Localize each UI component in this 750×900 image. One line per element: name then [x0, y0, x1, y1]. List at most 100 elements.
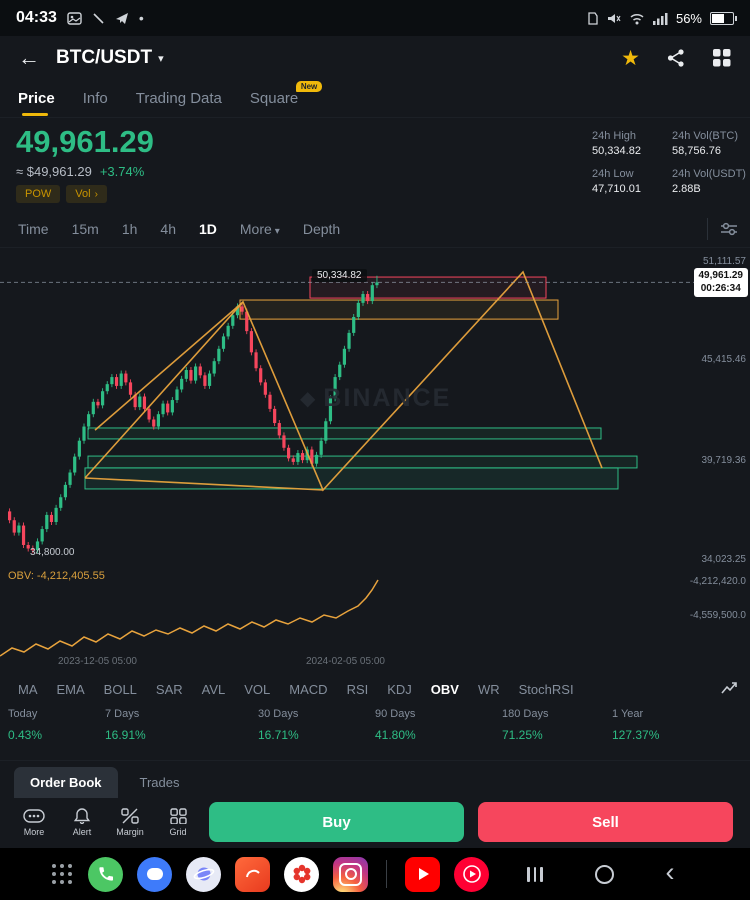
- symbol-title[interactable]: BTC/USDT: [56, 47, 153, 68]
- last-price: 49,961.29: [16, 124, 154, 159]
- signal-bars-icon: [652, 12, 668, 25]
- share-icon[interactable]: [666, 48, 686, 68]
- stat-24h-high: 24h High 50,334.82: [592, 130, 641, 157]
- tab-order-book[interactable]: Order Book: [14, 767, 118, 798]
- orange-app-icon[interactable]: [235, 856, 270, 892]
- browser-app-icon[interactable]: [186, 856, 221, 892]
- home-nav-button[interactable]: [594, 864, 614, 884]
- interval-more[interactable]: More ▾: [239, 220, 280, 237]
- perf-180d: 180 Days 71.25%: [502, 708, 549, 742]
- back-button[interactable]: ←: [18, 45, 40, 70]
- time-axis-label: 2023-12-05 05:00: [58, 656, 137, 667]
- indicator-stochrsi[interactable]: StochRSI: [518, 681, 574, 697]
- buy-button[interactable]: Buy: [209, 802, 464, 842]
- orderbook-tabs: Order Book Trades: [0, 764, 750, 798]
- indicator-vol[interactable]: VOL: [244, 681, 271, 697]
- chart-settings-icon[interactable]: [707, 218, 738, 240]
- screenshot-icon: [67, 11, 82, 25]
- obv-pane[interactable]: OBV: -4,212,405.55 -4,212,420.0 -4,559,5…: [0, 568, 750, 672]
- y-axis-label: 34,023.25: [701, 554, 747, 565]
- action-bar: More Alert Margin Grid Buy Sell: [0, 796, 750, 848]
- interval-4h[interactable]: 4h: [160, 220, 176, 237]
- sell-button[interactable]: Sell: [478, 802, 733, 842]
- performance-row: Today 0.43% 7 Days 16.91% 30 Days 16.71% 90…: [0, 708, 750, 758]
- indicator-sar[interactable]: SAR: [155, 681, 183, 697]
- android-dock: ‹: [0, 848, 750, 900]
- binance-watermark: ◆ BINANCE: [300, 384, 452, 412]
- more-dots-icon: [23, 808, 45, 823]
- indicator-avl[interactable]: AVL: [201, 681, 226, 697]
- fiat-price: ≈ $49,961.29 +3.74%: [16, 164, 145, 179]
- alert-button[interactable]: Alert: [60, 807, 104, 837]
- indicator-obv[interactable]: OBV: [430, 681, 459, 697]
- time-axis-label: 2024-02-05 05:00: [306, 656, 385, 667]
- y-axis-label: 39,719.36: [701, 455, 747, 466]
- back-nav-button[interactable]: ‹: [665, 856, 675, 887]
- battery-icon: [710, 11, 737, 25]
- y-axis-label: 51,111.57: [702, 256, 746, 267]
- pow-tag[interactable]: POW: [16, 185, 61, 203]
- price-section: 49,961.29 ≈ $49,961.29 +3.74% POW Vol › 24…: [0, 118, 750, 210]
- youtube-app-icon[interactable]: [405, 856, 440, 892]
- perf-7d: 7 Days 16.91%: [105, 708, 146, 742]
- slash-notification-icon: [93, 12, 104, 24]
- instagram-app-icon[interactable]: [333, 856, 368, 892]
- ticker-stats: 24h High 50,334.82 24h Vol(BTC) 58,756.76 …: [592, 130, 746, 201]
- tab-trading-data[interactable]: Trading Data: [135, 90, 222, 107]
- gallery-app-icon[interactable]: [284, 856, 319, 892]
- interval-1h[interactable]: 1h: [121, 220, 138, 237]
- vol-tag[interactable]: Vol ›: [66, 185, 107, 203]
- interval-1d[interactable]: 1D: [198, 220, 217, 237]
- fullscreen-chart-icon[interactable]: [721, 681, 738, 701]
- grid-layout-icon[interactable]: [712, 48, 732, 68]
- recents-nav-button[interactable]: [527, 866, 543, 882]
- depth-toggle[interactable]: Depth: [302, 220, 341, 237]
- obv-canvas: [0, 579, 379, 657]
- mute-icon: [607, 13, 621, 23]
- indicator-bar: MA EMA BOLL SAR AVL VOL MACD RSI KDJ OBV…: [0, 672, 750, 706]
- favorite-star-icon[interactable]: ★: [621, 46, 640, 70]
- indicator-kdj[interactable]: KDJ: [387, 681, 412, 697]
- symbol-dropdown-icon[interactable]: ▾: [158, 52, 164, 65]
- stat-24h-low: 24h Low 47,710.01: [592, 168, 641, 195]
- tab-trades[interactable]: Trades: [139, 775, 180, 790]
- clock: 04:33: [16, 9, 57, 26]
- indicator-boll[interactable]: BOLL: [103, 681, 137, 697]
- dot-notification-icon: •: [138, 10, 144, 26]
- candlestick-chart[interactable]: ◆ BINANCE 51,111.57 45,415.46 39,719.36 …: [0, 248, 750, 568]
- indicator-wr[interactable]: WR: [477, 681, 500, 697]
- tab-square[interactable]: Square New: [250, 81, 323, 107]
- indicator-ema[interactable]: EMA: [56, 681, 85, 697]
- perf-90d: 90 Days 41.80%: [375, 708, 416, 742]
- indicator-macd[interactable]: MACD: [289, 681, 328, 697]
- grid-trading-button[interactable]: Grid: [156, 807, 200, 837]
- obv-value-label: OBV: -4,212,405.55: [8, 570, 105, 582]
- current-price-badge: 49,961.29 00:26:34: [693, 268, 748, 297]
- obv-axis-label: -4,212,420.0: [689, 576, 746, 587]
- binance-logo-icon: ◆: [300, 388, 316, 410]
- messages-app-icon[interactable]: [137, 856, 172, 892]
- telegram-icon: [115, 12, 128, 24]
- perf-today: Today 0.43%: [8, 708, 43, 742]
- dock-divider: [386, 860, 387, 888]
- interval-15m[interactable]: 15m: [71, 220, 99, 237]
- y-axis-label: 45,415.46: [701, 354, 747, 365]
- margin-button[interactable]: Margin: [108, 807, 152, 837]
- wifi-icon: [630, 13, 644, 24]
- perf-30d: 30 Days 16.71%: [258, 708, 299, 742]
- indicator-ma[interactable]: MA: [18, 681, 38, 697]
- status-bar: 04:33 • 56%: [0, 0, 750, 36]
- bell-icon: [73, 807, 91, 824]
- indicator-rsi[interactable]: RSI: [346, 681, 369, 697]
- phone-app-icon[interactable]: [88, 856, 123, 892]
- more-button[interactable]: More: [12, 808, 56, 837]
- interval-time[interactable]: Time: [18, 220, 49, 237]
- tab-info[interactable]: Info: [82, 90, 108, 107]
- tab-price[interactable]: Price: [18, 90, 55, 116]
- grid-icon: [169, 807, 187, 824]
- youtube-music-app-icon[interactable]: [454, 856, 489, 892]
- divider: [0, 760, 750, 761]
- app-drawer-icon[interactable]: [50, 862, 74, 886]
- price-change: +3.74%: [99, 164, 145, 179]
